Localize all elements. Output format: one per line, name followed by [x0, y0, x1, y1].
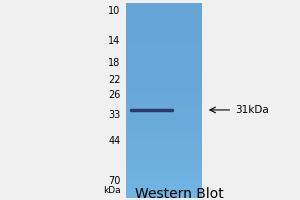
Text: 18: 18 — [108, 58, 121, 68]
Text: kDa: kDa — [103, 186, 121, 195]
Text: 70: 70 — [108, 176, 121, 186]
Text: Western Blot: Western Blot — [135, 187, 224, 200]
Text: 33: 33 — [108, 110, 121, 120]
Text: 31kDa: 31kDa — [235, 105, 269, 115]
Text: 44: 44 — [108, 136, 121, 146]
Text: 26: 26 — [108, 90, 121, 100]
Text: 22: 22 — [108, 75, 121, 85]
Text: 10: 10 — [108, 6, 121, 16]
Text: 14: 14 — [108, 36, 121, 46]
